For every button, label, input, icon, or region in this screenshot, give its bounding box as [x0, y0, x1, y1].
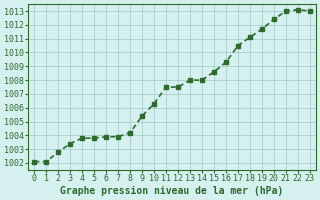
X-axis label: Graphe pression niveau de la mer (hPa): Graphe pression niveau de la mer (hPa)	[60, 186, 284, 196]
